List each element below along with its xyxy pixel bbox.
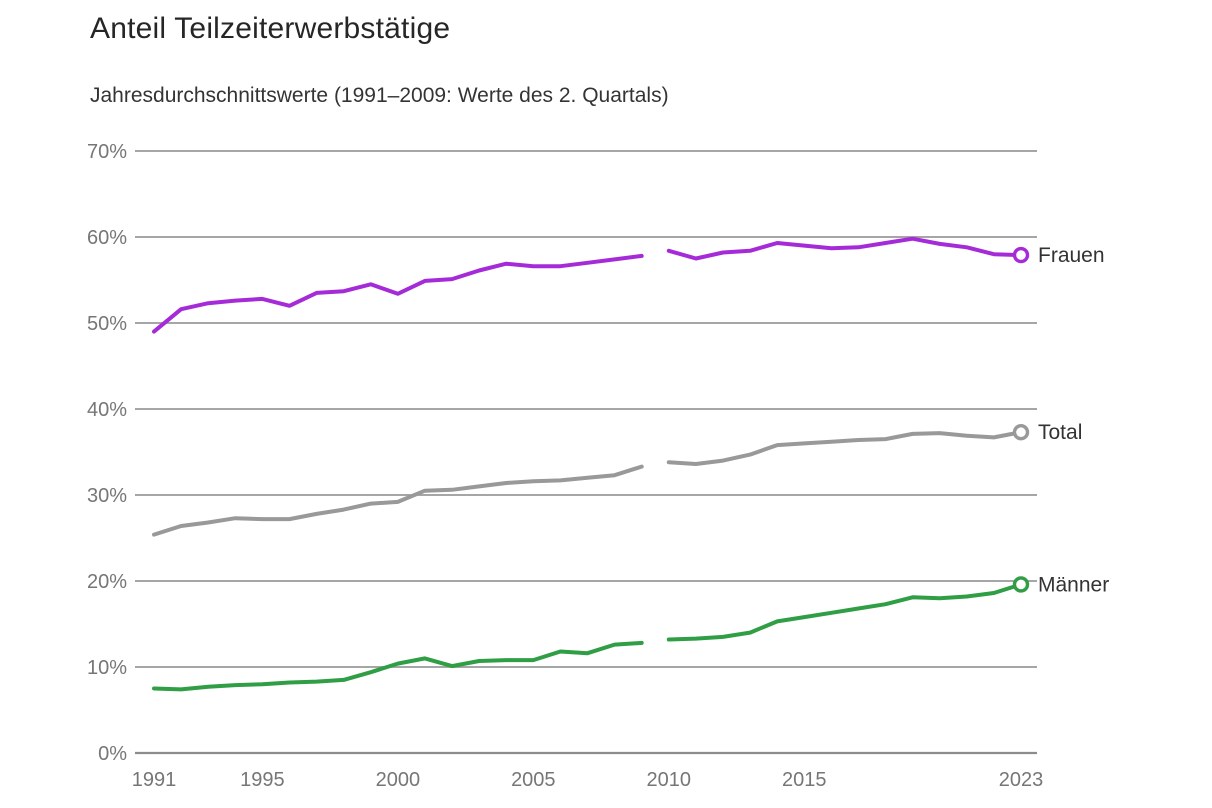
series-line-Frauen-after-gap [666, 236, 1023, 261]
x-tick-label-2023: 2023 [999, 769, 1044, 791]
series-line-Männer-after-gap [666, 582, 1023, 642]
series-line-Total-after-gap [666, 430, 1023, 466]
y-tick-label-20%: 20% [87, 571, 127, 593]
series-label-Frauen: Frauen [1038, 244, 1105, 267]
x-tick-label-1991: 1991 [132, 769, 177, 791]
x-tick-label-1995: 1995 [240, 769, 285, 791]
series-line-Frauen-before-gap [152, 253, 644, 334]
series-label-Total: Total [1038, 421, 1082, 444]
y-tick-label-60%: 60% [87, 227, 127, 249]
x-tick-label-2005: 2005 [511, 769, 556, 791]
y-tick-label-40%: 40% [87, 399, 127, 421]
series-line-Männer-before-gap [152, 640, 644, 692]
y-tick-label-50%: 50% [87, 313, 127, 335]
end-marker-Männer [1012, 576, 1030, 593]
series-label-Männer: Männer [1038, 573, 1109, 596]
chart-title: Anteil Teilzeiterwerbstätige [90, 12, 451, 45]
y-tick-label-10%: 10% [87, 657, 127, 679]
y-tick-label-30%: 30% [87, 485, 127, 507]
series-line-Total-before-gap [152, 464, 644, 537]
x-tick-label-2015: 2015 [782, 769, 827, 791]
end-marker-Frauen [1012, 246, 1030, 264]
y-tick-label-70%: 70% [87, 141, 127, 163]
y-tick-label-0%: 0% [98, 743, 127, 765]
end-marker-Total [1012, 424, 1030, 441]
chart-subtitle: Jahresdurchschnittswerte (1991–2009: Wer… [90, 84, 669, 107]
x-tick-label-2000: 2000 [376, 769, 421, 791]
x-tick-label-2010: 2010 [647, 769, 692, 791]
